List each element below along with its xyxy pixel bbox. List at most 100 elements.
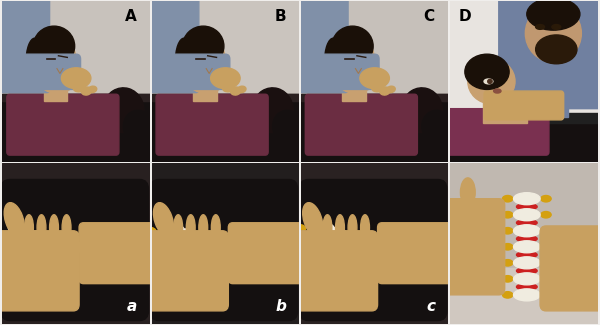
- Ellipse shape: [502, 276, 513, 282]
- Ellipse shape: [181, 32, 226, 93]
- Ellipse shape: [50, 215, 58, 240]
- Ellipse shape: [494, 89, 501, 93]
- Ellipse shape: [20, 227, 35, 238]
- Ellipse shape: [57, 249, 65, 254]
- Bar: [152, 1, 299, 105]
- Ellipse shape: [226, 245, 238, 253]
- Ellipse shape: [83, 256, 91, 262]
- Ellipse shape: [517, 203, 537, 210]
- Ellipse shape: [272, 110, 302, 142]
- Ellipse shape: [514, 209, 540, 221]
- Ellipse shape: [88, 249, 100, 255]
- Ellipse shape: [194, 244, 202, 249]
- Ellipse shape: [541, 243, 551, 250]
- FancyBboxPatch shape: [290, 0, 348, 93]
- Ellipse shape: [105, 252, 119, 263]
- Ellipse shape: [541, 212, 551, 218]
- FancyBboxPatch shape: [433, 109, 549, 155]
- Ellipse shape: [363, 241, 374, 248]
- Ellipse shape: [22, 239, 30, 244]
- Ellipse shape: [517, 236, 537, 242]
- Bar: [342, 78, 366, 101]
- Ellipse shape: [310, 229, 317, 235]
- Ellipse shape: [302, 203, 323, 236]
- Ellipse shape: [45, 245, 53, 251]
- Ellipse shape: [514, 225, 540, 237]
- Ellipse shape: [331, 32, 374, 93]
- Ellipse shape: [422, 110, 451, 142]
- Text: A: A: [125, 9, 137, 24]
- FancyBboxPatch shape: [147, 54, 230, 89]
- Ellipse shape: [230, 87, 241, 95]
- Text: a: a: [127, 299, 137, 314]
- Ellipse shape: [541, 196, 551, 202]
- Ellipse shape: [536, 24, 545, 29]
- Ellipse shape: [527, 0, 580, 30]
- Bar: [2, 1, 150, 105]
- FancyBboxPatch shape: [229, 223, 311, 284]
- Ellipse shape: [320, 233, 328, 239]
- Ellipse shape: [371, 84, 383, 92]
- FancyBboxPatch shape: [150, 179, 298, 320]
- Ellipse shape: [230, 245, 244, 256]
- Ellipse shape: [184, 240, 192, 245]
- Ellipse shape: [332, 238, 340, 243]
- Ellipse shape: [52, 238, 64, 245]
- Ellipse shape: [266, 269, 274, 274]
- Ellipse shape: [401, 88, 442, 133]
- Bar: [322, 62, 354, 75]
- Ellipse shape: [32, 231, 47, 242]
- Ellipse shape: [0, 232, 6, 237]
- Ellipse shape: [517, 267, 537, 274]
- Ellipse shape: [322, 234, 329, 240]
- Ellipse shape: [541, 276, 551, 282]
- Ellipse shape: [360, 68, 389, 89]
- Ellipse shape: [244, 261, 251, 266]
- FancyBboxPatch shape: [7, 94, 119, 155]
- Ellipse shape: [34, 26, 74, 66]
- Bar: [301, 1, 448, 105]
- Bar: [23, 62, 55, 75]
- Ellipse shape: [71, 253, 79, 258]
- FancyBboxPatch shape: [1, 179, 148, 320]
- Ellipse shape: [230, 256, 238, 262]
- Ellipse shape: [34, 242, 43, 248]
- Ellipse shape: [514, 289, 540, 301]
- Ellipse shape: [355, 247, 363, 253]
- Text: C: C: [424, 9, 435, 24]
- Ellipse shape: [391, 261, 398, 267]
- FancyBboxPatch shape: [295, 231, 377, 311]
- Ellipse shape: [59, 249, 67, 254]
- Ellipse shape: [54, 72, 74, 91]
- Ellipse shape: [112, 256, 125, 263]
- Ellipse shape: [380, 87, 390, 95]
- Bar: [482, 94, 527, 123]
- Ellipse shape: [237, 250, 249, 257]
- Ellipse shape: [404, 266, 412, 272]
- Ellipse shape: [154, 203, 173, 236]
- Ellipse shape: [460, 178, 475, 207]
- FancyBboxPatch shape: [437, 199, 505, 295]
- Ellipse shape: [242, 250, 256, 261]
- Ellipse shape: [82, 256, 89, 261]
- Ellipse shape: [468, 59, 515, 104]
- Ellipse shape: [323, 215, 332, 240]
- Ellipse shape: [218, 241, 233, 252]
- Ellipse shape: [348, 215, 357, 240]
- Ellipse shape: [107, 264, 115, 269]
- FancyBboxPatch shape: [156, 94, 268, 155]
- Ellipse shape: [10, 235, 18, 240]
- FancyBboxPatch shape: [305, 94, 418, 155]
- Ellipse shape: [254, 265, 262, 270]
- Ellipse shape: [124, 110, 153, 142]
- Text: B: B: [274, 9, 286, 24]
- Ellipse shape: [502, 292, 513, 298]
- Bar: [502, 88, 568, 117]
- Ellipse shape: [345, 243, 353, 249]
- Ellipse shape: [552, 24, 561, 29]
- Ellipse shape: [64, 241, 76, 248]
- Ellipse shape: [148, 227, 156, 233]
- Ellipse shape: [93, 248, 107, 259]
- Ellipse shape: [62, 215, 71, 240]
- Ellipse shape: [160, 232, 168, 237]
